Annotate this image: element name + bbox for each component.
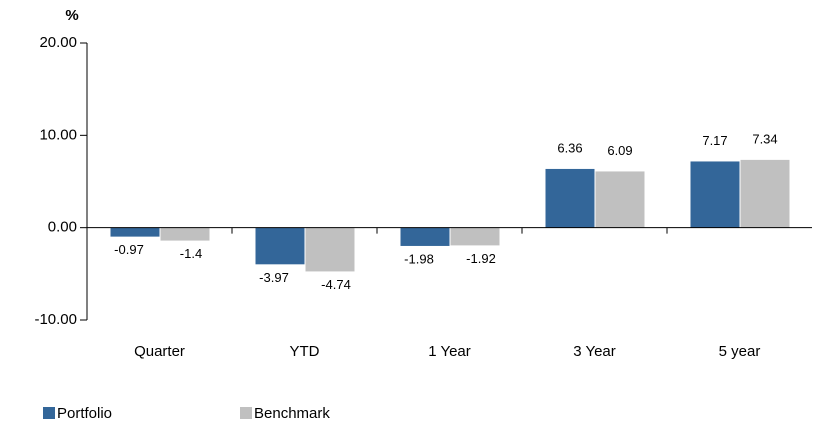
legend-label: Portfolio	[57, 405, 112, 422]
value-label: -1.98	[404, 251, 434, 266]
legend-swatch	[240, 407, 252, 419]
bar	[255, 227, 305, 265]
bar	[400, 227, 450, 246]
value-label: 6.09	[607, 143, 632, 158]
x-tick-label: 3 Year	[573, 343, 616, 360]
bar	[305, 227, 355, 272]
bar	[545, 168, 595, 228]
bar	[450, 227, 500, 246]
value-label: 7.17	[702, 133, 727, 148]
value-label: 7.34	[752, 131, 777, 146]
y-tick-label: -10.00	[34, 311, 77, 328]
x-tick-label: Quarter	[134, 343, 185, 360]
legend-swatch	[43, 407, 55, 419]
value-label: -4.74	[321, 277, 351, 292]
y-tick-label: 20.00	[39, 34, 77, 51]
y-axis-label: %	[65, 7, 78, 24]
x-tick-label: 5 year	[719, 343, 761, 360]
value-label: -1.4	[180, 246, 202, 261]
bar	[595, 171, 645, 228]
x-tick-label: 1 Year	[428, 343, 471, 360]
legend-label: Benchmark	[254, 405, 330, 422]
value-label: -1.92	[466, 251, 496, 266]
bar	[690, 161, 740, 228]
value-label: 6.36	[557, 140, 582, 155]
value-label: -3.97	[259, 270, 289, 285]
y-tick-label: 10.00	[39, 126, 77, 143]
x-tick-label: YTD	[290, 343, 320, 360]
bar	[160, 227, 210, 241]
y-tick-label: 0.00	[48, 219, 77, 236]
bar	[110, 227, 160, 237]
value-label: -0.97	[114, 242, 144, 257]
bar	[740, 159, 790, 228]
